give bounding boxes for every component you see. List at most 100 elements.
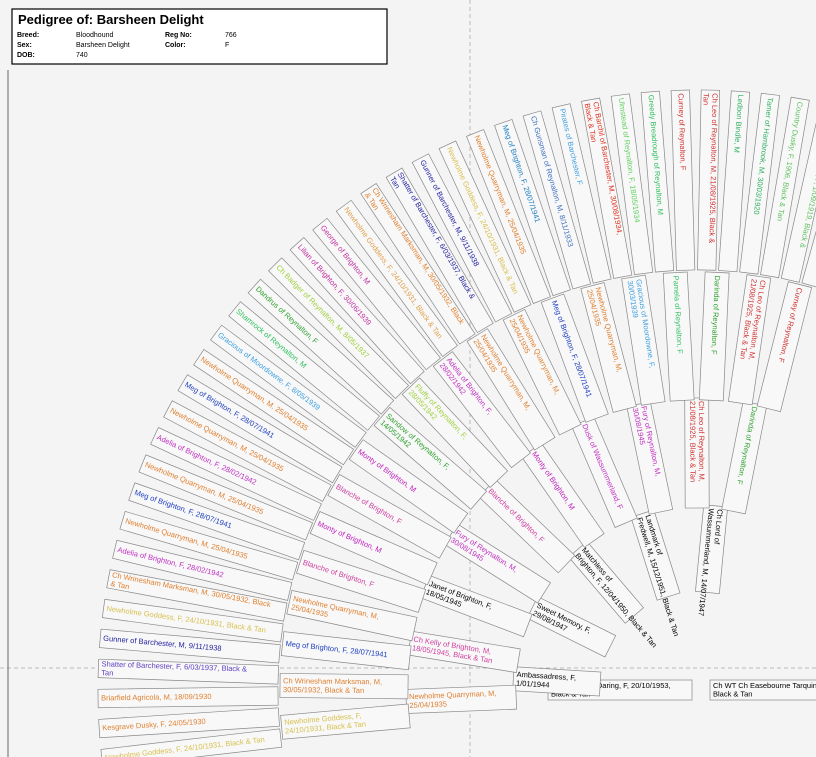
pedigree-entry: Ch Wrinesham Marksman, M,30/05/1932, Bla…	[279, 673, 409, 700]
entry-box	[112, 539, 293, 601]
pedigree-entry: Newholme Goddess, F,24/10/1931, Black & …	[280, 703, 411, 740]
rings: Ch Barsheen Daring, F, 20/10/1953,Black …	[97, 89, 816, 757]
entry-box	[526, 596, 617, 658]
entry-box	[280, 703, 411, 740]
entry-box	[296, 549, 427, 613]
pedigree-entry: Briarfield Agricola, M, 18/09/1930	[97, 686, 279, 709]
entry-box	[150, 427, 322, 521]
dog-name: Ledbon Bindle, M	[732, 94, 745, 153]
pedigree-entry: Ch Leo of Reynalton, M, 21/08/1925, Blac…	[801, 109, 816, 289]
entry-box	[756, 281, 813, 413]
entry-box	[411, 153, 513, 323]
entry-box	[138, 454, 314, 541]
pedigree-entry: Ch Kelly of Brighton, M,18/05/1945, Blac…	[407, 630, 521, 673]
pedigree-entry: Ambassadress, F,1/01/1944	[512, 666, 602, 697]
entry-box	[420, 574, 533, 638]
field-label: Sex:	[17, 42, 32, 49]
entry-box	[621, 274, 666, 406]
entry-box	[721, 400, 768, 515]
entry-box	[385, 167, 494, 334]
entry-box	[163, 400, 332, 502]
entry-box	[106, 569, 288, 622]
entry-box	[512, 666, 602, 697]
entry-box	[581, 97, 633, 279]
field-label: Color:	[165, 42, 186, 49]
entry-box	[739, 92, 781, 275]
dog-name: Briarfield Agricola, M, 18/09/1930	[101, 692, 212, 703]
pedigree-entry: Ch Leo of Reynalton, M, 21/08/1925, Blac…	[697, 89, 721, 271]
entry-box	[709, 679, 816, 701]
dog-name: Curney of Reynalton, F	[676, 93, 687, 171]
entry-box	[780, 102, 816, 283]
entry-box	[540, 293, 609, 423]
entry-box	[373, 406, 488, 510]
pedigree-entry: Pamela of Reynalton, F	[662, 271, 695, 402]
pedigree-entry: Ch Leo of Reynalton, M,21/08/1925, Black…	[727, 274, 772, 406]
pedigree-entry: Pirates of Barchester, F	[551, 103, 612, 284]
dog-name: Blanche of Brighton, F	[486, 487, 546, 545]
entry-box	[335, 199, 458, 357]
pedigree-entry: Ch WT Ch Easebourne Tarquin, M, 14/06/19…	[709, 679, 816, 701]
entry-box	[279, 673, 409, 700]
entry-box	[247, 278, 395, 415]
entry-box	[401, 377, 509, 488]
entry-box	[193, 349, 355, 466]
entry-box	[432, 351, 531, 469]
field-value: 766	[225, 32, 237, 39]
entry-box	[580, 282, 637, 413]
field-value: F	[225, 42, 229, 49]
entry-box	[312, 217, 441, 371]
entry-box	[100, 728, 283, 757]
pedigree-entry: Fury of Reynalton, M,30/08/1945	[626, 401, 674, 515]
field-value: 740	[76, 52, 88, 59]
field-label: DOB:	[17, 52, 35, 59]
entry-box	[760, 96, 810, 279]
entry-box	[97, 658, 279, 685]
entry-box	[640, 90, 675, 273]
entry-box	[289, 237, 425, 385]
pedigree-entry: Meg of Brighton, F, 28/07/1941	[280, 631, 412, 671]
pedigree-entry: Newholme Quarryman, M,25/04/1935	[405, 684, 517, 714]
entry-box	[478, 478, 576, 574]
entry-box	[119, 510, 299, 581]
pedigree-entry: Blanche of Brighton, F	[296, 549, 427, 613]
entry-box	[684, 397, 710, 509]
pedigree-entry: Greedy Breadrough of Reynalton, M	[640, 90, 675, 273]
pedigree-entry: Shatter of Barchester, F, 6/03/1937, Bla…	[97, 658, 279, 685]
dog-name: Pamela of Reynalton, F	[671, 275, 684, 354]
entry-box	[128, 482, 306, 561]
entry-box	[466, 129, 551, 304]
entry-box	[521, 442, 605, 548]
pedigree-entry: Sweet Memory, F,29/08/1947	[526, 596, 617, 658]
entry-box	[630, 509, 681, 601]
field-value: Barsheen Delight	[76, 42, 130, 49]
entry-box	[360, 183, 476, 345]
entry-box	[97, 686, 279, 709]
dog-name: Landmark ofFredwell, M, 15/12/1951, Blac…	[635, 514, 689, 638]
entry-box	[210, 324, 367, 448]
dog-name: Ch Leo of Reynalton, M,21/08/1925, Black…	[688, 401, 706, 482]
entry-box	[280, 631, 412, 671]
entry-box	[177, 374, 343, 484]
field-label: Breed:	[17, 32, 39, 39]
pedigree-entry: Ch Leo of Reynalton, M,21/08/1925, Black…	[684, 397, 710, 509]
pedigree-entry: Curney of Reynalton, F	[670, 89, 696, 271]
field-label: Reg No:	[165, 32, 192, 39]
entry-box	[727, 274, 772, 406]
entry-box	[568, 541, 644, 624]
pedigree-entry: Darinda of Reynalton, F	[698, 271, 730, 402]
entry-box	[327, 474, 452, 559]
entry-box	[697, 89, 721, 271]
dog-name: Ch WT Ch Easebourne Tarquin, M, 14/06/19…	[713, 681, 816, 699]
entry-box	[444, 523, 551, 604]
entry-box	[99, 628, 281, 664]
entry-box	[626, 401, 674, 515]
header-title: Pedigree of: Barsheen Delight	[18, 12, 204, 27]
entry-box	[494, 119, 571, 297]
entry-box	[466, 328, 556, 451]
field-value: Bloodhound	[76, 32, 113, 39]
entry-box	[718, 90, 751, 273]
dog-name: Newholme Quarryman, M,25/04/1935	[409, 689, 497, 710]
entry-box	[407, 630, 521, 673]
header-box	[11, 8, 388, 65]
